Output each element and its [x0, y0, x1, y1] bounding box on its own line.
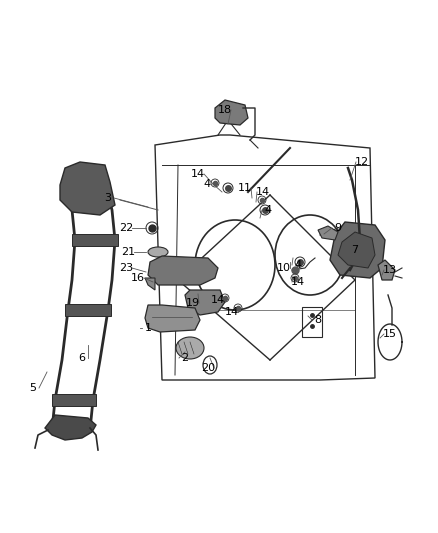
- Polygon shape: [45, 415, 96, 440]
- Text: 3: 3: [105, 193, 112, 203]
- Text: 4: 4: [203, 179, 211, 189]
- Text: 10: 10: [277, 263, 291, 273]
- Polygon shape: [52, 394, 96, 406]
- Text: 19: 19: [186, 298, 200, 308]
- Polygon shape: [330, 222, 385, 278]
- Text: 21: 21: [121, 247, 135, 257]
- Text: 8: 8: [314, 315, 321, 325]
- Text: 18: 18: [218, 105, 232, 115]
- Text: 16: 16: [131, 273, 145, 283]
- Polygon shape: [145, 305, 200, 332]
- Polygon shape: [145, 278, 155, 290]
- Text: 14: 14: [291, 277, 305, 287]
- Text: 5: 5: [29, 383, 36, 393]
- Text: 14: 14: [225, 307, 239, 317]
- Text: 22: 22: [119, 223, 133, 233]
- Polygon shape: [148, 256, 218, 285]
- Polygon shape: [72, 234, 118, 246]
- Text: 4: 4: [294, 260, 301, 270]
- Text: 7: 7: [351, 245, 359, 255]
- Text: 9: 9: [335, 223, 342, 233]
- Polygon shape: [60, 162, 115, 215]
- Polygon shape: [65, 304, 111, 316]
- Polygon shape: [185, 290, 225, 315]
- Text: 14: 14: [191, 169, 205, 179]
- Polygon shape: [215, 100, 248, 125]
- Text: 15: 15: [383, 329, 397, 339]
- Text: 11: 11: [238, 183, 252, 193]
- Ellipse shape: [176, 337, 204, 359]
- Ellipse shape: [148, 247, 168, 257]
- Text: 1: 1: [145, 323, 152, 333]
- Text: 14: 14: [256, 187, 270, 197]
- Text: 23: 23: [119, 263, 133, 273]
- Text: 14: 14: [211, 295, 225, 305]
- Polygon shape: [378, 260, 395, 280]
- Text: 2: 2: [181, 353, 189, 363]
- Text: 4: 4: [265, 205, 272, 215]
- Polygon shape: [338, 232, 375, 268]
- Text: 13: 13: [383, 265, 397, 275]
- Polygon shape: [318, 226, 338, 240]
- Text: 12: 12: [355, 157, 369, 167]
- Text: 20: 20: [201, 363, 215, 373]
- Text: 6: 6: [78, 353, 85, 363]
